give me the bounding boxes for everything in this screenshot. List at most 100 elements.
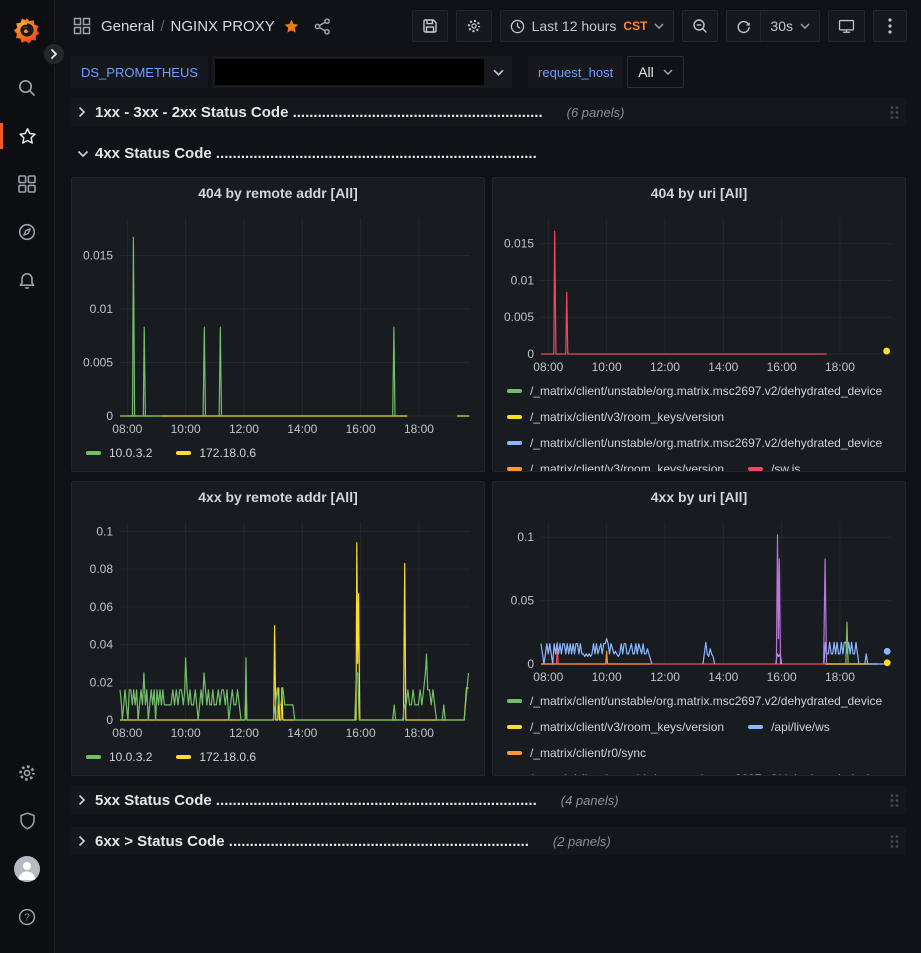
svg-text:14:00: 14:00: [708, 670, 738, 684]
legend-item[interactable]: /_matrix/client/v3/room_keys/version: [507, 720, 724, 734]
legend-item[interactable]: /api/live/ws: [748, 720, 830, 734]
panel-grid: 404 by remote addr [All] 08:00 10:00 12:00…: [71, 177, 906, 776]
user-avatar[interactable]: [0, 845, 55, 893]
panel-title[interactable]: 404 by remote addr [All]: [198, 185, 358, 201]
dashboard-row-6xx[interactable]: 6xx > Status Code ......................…: [71, 827, 906, 855]
variable-datasource-label[interactable]: DS_PROMETHEUS: [71, 56, 209, 88]
sidebar-item-dashboards[interactable]: [0, 160, 55, 208]
legend-item[interactable]: 10.0.3.2: [86, 750, 152, 764]
svg-text:18:00: 18:00: [404, 726, 434, 740]
legend-item[interactable]: /_matrix/client/unstable/org.matrix.msc2…: [507, 772, 882, 775]
sidebar-expand-button[interactable]: [42, 42, 66, 66]
svg-text:08:00: 08:00: [533, 360, 563, 374]
legend-swatch: [507, 441, 522, 445]
refresh-interval-dropdown[interactable]: 30s: [760, 10, 820, 42]
time-series-chart[interactable]: 08:00 10:00 12:00 14:00 16:00 18:00 0 0.02 0.04 0…: [76, 512, 480, 744]
row-chevron-right-icon: [77, 106, 95, 118]
legend-swatch: [176, 755, 192, 759]
legend-item[interactable]: /_matrix/client/v3/room_keys/version: [507, 462, 724, 471]
svg-text:0.1: 0.1: [517, 530, 534, 544]
variable-datasource-select[interactable]: [212, 56, 513, 88]
legend-item[interactable]: /_matrix/client/unstable/org.matrix.msc2…: [507, 694, 882, 708]
svg-text:16:00: 16:00: [346, 422, 376, 436]
panel-legend: 10.0.3.2 172.18.0.6: [72, 744, 484, 770]
svg-text:0.015: 0.015: [83, 248, 113, 262]
svg-text:0.01: 0.01: [90, 302, 114, 316]
svg-text:18:00: 18:00: [825, 670, 855, 684]
row-drag-handle[interactable]: [889, 793, 900, 808]
row-panel-count: (6 panels): [566, 104, 625, 120]
svg-text:08:00: 08:00: [112, 726, 142, 740]
legend-label: /_matrix/client/unstable/org.matrix.msc2…: [530, 384, 883, 398]
breadcrumb-dashboard-title[interactable]: NGINX PROXY: [170, 17, 275, 35]
explore-compass-icon[interactable]: [0, 208, 55, 256]
row-chevron-right-icon: [77, 835, 95, 847]
time-series-chart[interactable]: 08:00 10:00 12:00 14:00 16:00 18:00 0 0.005 0.01…: [76, 208, 480, 440]
legend-row: /_matrix/client/unstable/org.matrix.msc2…: [507, 430, 905, 456]
legend-item[interactable]: /_matrix/client/unstable/org.matrix.msc2…: [507, 436, 882, 450]
row-drag-handle[interactable]: [889, 834, 900, 849]
server-admin-shield-icon[interactable]: [0, 797, 55, 845]
svg-text:0.08: 0.08: [90, 562, 114, 576]
cycle-view-mode-button[interactable]: [828, 10, 865, 42]
kebab-menu-button[interactable]: [873, 10, 907, 42]
time-series-chart[interactable]: 08:00 10:00 12:00 14:00 16:00 18:00 0 0.005 0.01…: [497, 208, 901, 378]
legend-label: 172.18.0.6: [199, 446, 257, 460]
chevron-down-icon: [800, 23, 810, 29]
legend-label: 10.0.3.2: [109, 750, 153, 764]
svg-text:0: 0: [527, 347, 534, 361]
topnav-actions: Last 12 hours CST 30s: [411, 10, 907, 42]
sidebar: ?: [0, 0, 66, 953]
panel-title[interactable]: 404 by uri [All]: [650, 185, 748, 201]
time-series-chart[interactable]: 08:00 10:00 12:00 14:00 16:00 18:00 0 0.05 0.1: [497, 512, 901, 688]
svg-text:0.02: 0.02: [90, 675, 114, 689]
legend-item[interactable]: /_matrix/client/v3/room_keys/version: [507, 410, 724, 424]
panel-title[interactable]: 4xx by uri [All]: [650, 489, 748, 505]
sidebar-item-starred[interactable]: [0, 112, 55, 160]
save-dashboard-button[interactable]: [411, 10, 448, 42]
alerting-bell-icon[interactable]: [0, 256, 55, 304]
svg-text:14:00: 14:00: [708, 360, 738, 374]
dashboard-squares-icon: [73, 17, 91, 35]
legend-item[interactable]: /_matrix/client/unstable/org.matrix.msc2…: [507, 384, 882, 398]
legend-label: /api/live/ws: [771, 720, 830, 734]
legend-item[interactable]: /_matrix/client/r0/sync: [507, 746, 646, 760]
dashboard-row-5xx[interactable]: 5xx Status Code ........................…: [71, 786, 906, 814]
variable-request-host-label[interactable]: request_host: [528, 56, 624, 88]
legend-row: /_matrix/client/v3/room_keys/version/api…: [507, 714, 905, 740]
panel-title[interactable]: 4xx by remote addr [All]: [198, 489, 358, 505]
help-icon[interactable]: ?: [0, 893, 55, 941]
chevron-down-icon: [654, 23, 664, 29]
svg-text:?: ?: [24, 913, 30, 924]
svg-text:0.005: 0.005: [83, 355, 113, 369]
refresh-button[interactable]: [726, 10, 761, 42]
tv-monitor-icon: [838, 19, 855, 33]
panel-legend: 10.0.3.2 172.18.0.6: [72, 440, 484, 466]
breadcrumb-section[interactable]: General: [101, 17, 155, 35]
time-range-label: Last 12 hours: [531, 18, 617, 34]
dashboard-row-1xx-3xx-2xx[interactable]: 1xx - 3xx - 2xx Status Code ............…: [71, 98, 906, 126]
favorite-star-icon[interactable]: [283, 18, 300, 35]
search-icon[interactable]: [0, 64, 55, 112]
legend-row: /_matrix/client/r0/sync: [507, 740, 905, 766]
share-icon[interactable]: [314, 17, 331, 35]
dashboard-settings-button[interactable]: [455, 10, 492, 42]
main-area: General / NGINX PROXY Last 12 hours CST: [55, 0, 921, 953]
variable-request-host-value[interactable]: All: [627, 56, 684, 88]
svg-text:12:00: 12:00: [229, 726, 259, 740]
dashboard-row-4xx[interactable]: 4xx Status Code ........................…: [71, 139, 906, 167]
svg-text:16:00: 16:00: [346, 726, 376, 740]
legend-item[interactable]: 172.18.0.6: [176, 750, 256, 764]
settings-gear-icon[interactable]: [0, 749, 55, 797]
time-range-picker[interactable]: Last 12 hours CST: [499, 10, 675, 42]
legend-item[interactable]: /sw.js: [748, 462, 800, 471]
svg-text:08:00: 08:00: [112, 422, 142, 436]
zoom-out-button[interactable]: [682, 10, 719, 42]
legend-item[interactable]: 172.18.0.6: [176, 446, 256, 460]
legend-item[interactable]: 10.0.3.2: [86, 446, 152, 460]
grafana-logo-icon[interactable]: [0, 10, 55, 50]
top-navbar: General / NGINX PROXY Last 12 hours CST: [55, 0, 921, 52]
svg-text:16:00: 16:00: [767, 360, 797, 374]
legend-row: /_matrix/client/unstable/org.matrix.msc2…: [507, 688, 905, 714]
row-drag-handle[interactable]: [889, 105, 900, 120]
